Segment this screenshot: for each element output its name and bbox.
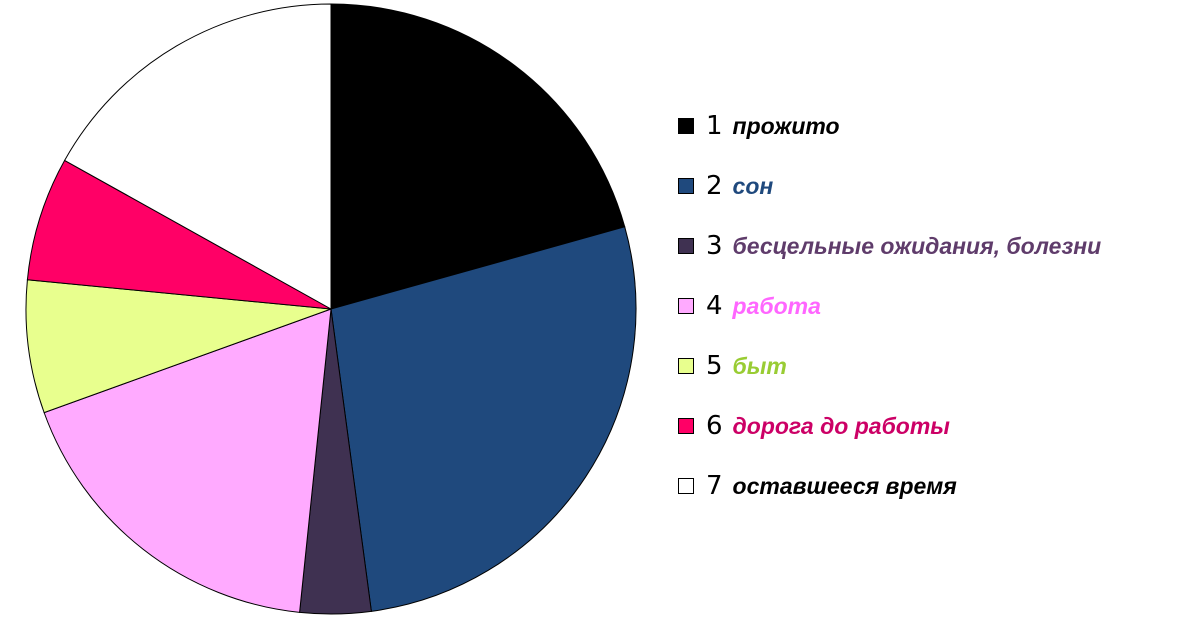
legend-number: 1: [706, 111, 723, 141]
legend-swatch: [678, 238, 694, 254]
legend-label: сон: [732, 172, 774, 199]
legend-label: работа: [732, 292, 821, 319]
legend-item-3: 3 бесцельные ожидания, болезни: [678, 228, 1188, 264]
pie-slice-1: [330, 3, 626, 310]
legend-swatch: [678, 358, 694, 374]
legend-item-1: 1 прожито: [678, 108, 1188, 144]
legend-number: 2: [706, 171, 723, 201]
pie-slice-6: [26, 159, 332, 310]
pie-slice-2: [330, 226, 637, 612]
legend-swatch: [678, 298, 694, 314]
legend-item-6: 6 дорога до работы: [678, 408, 1188, 444]
legend-item-2: 2 сон: [678, 168, 1188, 204]
legend-swatch: [678, 478, 694, 494]
legend-number: 5: [706, 351, 723, 381]
legend-item-5: 5 быт: [678, 348, 1188, 384]
legend-label: бесцельные ожидания, болезни: [732, 232, 1102, 259]
legend-label: прожито: [732, 112, 840, 139]
legend-item-7: 7 оставшееся время: [678, 468, 1188, 504]
legend-label: оставшееся время: [732, 472, 957, 499]
pie-slice-7: [63, 3, 332, 310]
legend-swatch: [678, 178, 694, 194]
legend-swatch: [678, 418, 694, 434]
legend-swatch: [678, 118, 694, 134]
legend: 1 прожито 2 сон 3 бесцельные ожидания, болезн…: [678, 108, 1188, 528]
legend-label: дорога до работы: [732, 412, 950, 439]
legend-number: 6: [706, 411, 723, 441]
pie-slice-5: [25, 279, 332, 414]
legend-label: быт: [732, 352, 787, 379]
legend-number: 7: [706, 471, 723, 501]
pie-slice-4: [43, 308, 332, 613]
legend-number: 3: [706, 231, 723, 261]
legend-number: 4: [706, 291, 723, 321]
legend-item-4: 4 работа: [678, 288, 1188, 324]
